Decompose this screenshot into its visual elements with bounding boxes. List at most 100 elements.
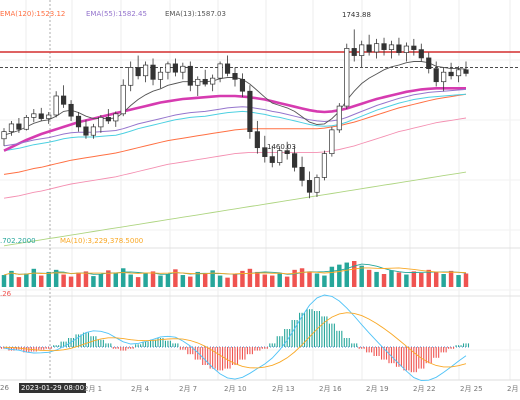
volume-bar (128, 274, 133, 287)
candle-body (128, 67, 134, 86)
volume-bar (411, 271, 417, 287)
x-tick: 2月 10 (224, 385, 247, 393)
volume-bar (143, 272, 148, 287)
ma-cyan-line (3, 93, 467, 152)
volume-bar (396, 272, 402, 287)
candle-body (292, 153, 298, 168)
volume-bar (299, 268, 305, 287)
candle-body (269, 156, 275, 163)
volume-bar (24, 273, 29, 287)
candle-body (202, 78, 208, 85)
candle-body (23, 117, 29, 130)
candle-body (83, 126, 89, 136)
volume-bar (202, 273, 208, 287)
x-tick: 2月 7 (179, 385, 198, 393)
candle-body (38, 113, 44, 119)
candle-body (336, 105, 342, 131)
volume-bar (53, 269, 59, 287)
candle-body (180, 65, 186, 73)
x-tick: 2月 (507, 385, 519, 393)
candle-body (172, 63, 178, 73)
volume-bar (381, 274, 387, 287)
volume-bar (68, 276, 74, 287)
volume-bar (270, 275, 275, 287)
volume-bar (1, 275, 7, 287)
candle-body (98, 117, 104, 128)
volume-ma10-line (3, 267, 467, 276)
candle-body (411, 45, 417, 50)
volume-bar (210, 270, 215, 287)
candle-body (232, 73, 238, 80)
low-price-label: 1460.03 (267, 143, 296, 151)
x-tick: 2月 25 (460, 385, 483, 393)
volume-bar (247, 268, 253, 287)
volume-bar (98, 274, 104, 287)
candle-body (373, 43, 380, 53)
x-tick: 2月 16 (319, 385, 342, 393)
candle-body (284, 150, 290, 154)
candle-body (150, 64, 156, 80)
volume-bar (135, 277, 141, 287)
volume-bar (322, 275, 327, 287)
volume-bar (337, 264, 342, 287)
volume-bar (39, 275, 44, 287)
candle-body (1, 131, 7, 140)
candle-body (396, 44, 402, 53)
candle-body (441, 71, 447, 83)
volume-bar (9, 270, 14, 287)
volume-bar (113, 272, 119, 287)
candle-body (321, 153, 328, 178)
candle-body (195, 78, 201, 86)
volume-bar (76, 272, 81, 287)
x-tick: 26 (0, 384, 9, 392)
volume-bar (426, 269, 431, 287)
volume-bar (419, 272, 424, 287)
ema55-legend: EMA(55):1582.45 (86, 10, 147, 18)
volume-bar (366, 269, 372, 287)
ma-green-line (3, 171, 467, 247)
ema120-line (3, 93, 467, 175)
volume-bar (463, 273, 469, 287)
candle-body (433, 68, 439, 83)
candle-body (254, 131, 260, 149)
macd-dea-line (3, 312, 467, 369)
candle-body (165, 63, 171, 73)
volume-bar (329, 266, 335, 287)
candle-body (329, 129, 335, 154)
candle-body (217, 63, 223, 79)
candle-body (8, 123, 15, 132)
ema13-legend: EMA(13):1587.03 (165, 10, 226, 18)
candle-body (157, 71, 164, 80)
volume-bar (46, 271, 51, 287)
volume-bar (232, 274, 238, 287)
x-tick: 2月 1 (84, 385, 103, 393)
volume-bar (173, 269, 178, 287)
volume-bar (284, 276, 290, 287)
candle-body (277, 150, 283, 163)
candle-body (46, 114, 52, 119)
volume-bar (344, 262, 350, 287)
volume-bar (262, 274, 268, 287)
volume-bar (374, 271, 379, 287)
candle-body (366, 44, 372, 53)
vol-ma5-legend: .702.2000 (0, 237, 36, 245)
candle-body (344, 48, 350, 107)
candle-body (142, 64, 149, 77)
candle-body (187, 65, 193, 86)
candle-body (31, 113, 37, 118)
candle-body (388, 44, 395, 50)
volume-bar (255, 271, 260, 287)
macd-dif-line (3, 294, 467, 382)
candle-body (455, 69, 462, 77)
volume-bar (16, 277, 22, 287)
volume-bar (240, 270, 245, 287)
candle-body (463, 69, 469, 74)
macd-legend: .26 (0, 290, 12, 298)
volume-bar (91, 276, 96, 287)
volume-bar (456, 275, 461, 287)
candle-body (306, 180, 313, 193)
candle-body (224, 63, 231, 74)
candle-body (448, 71, 454, 77)
